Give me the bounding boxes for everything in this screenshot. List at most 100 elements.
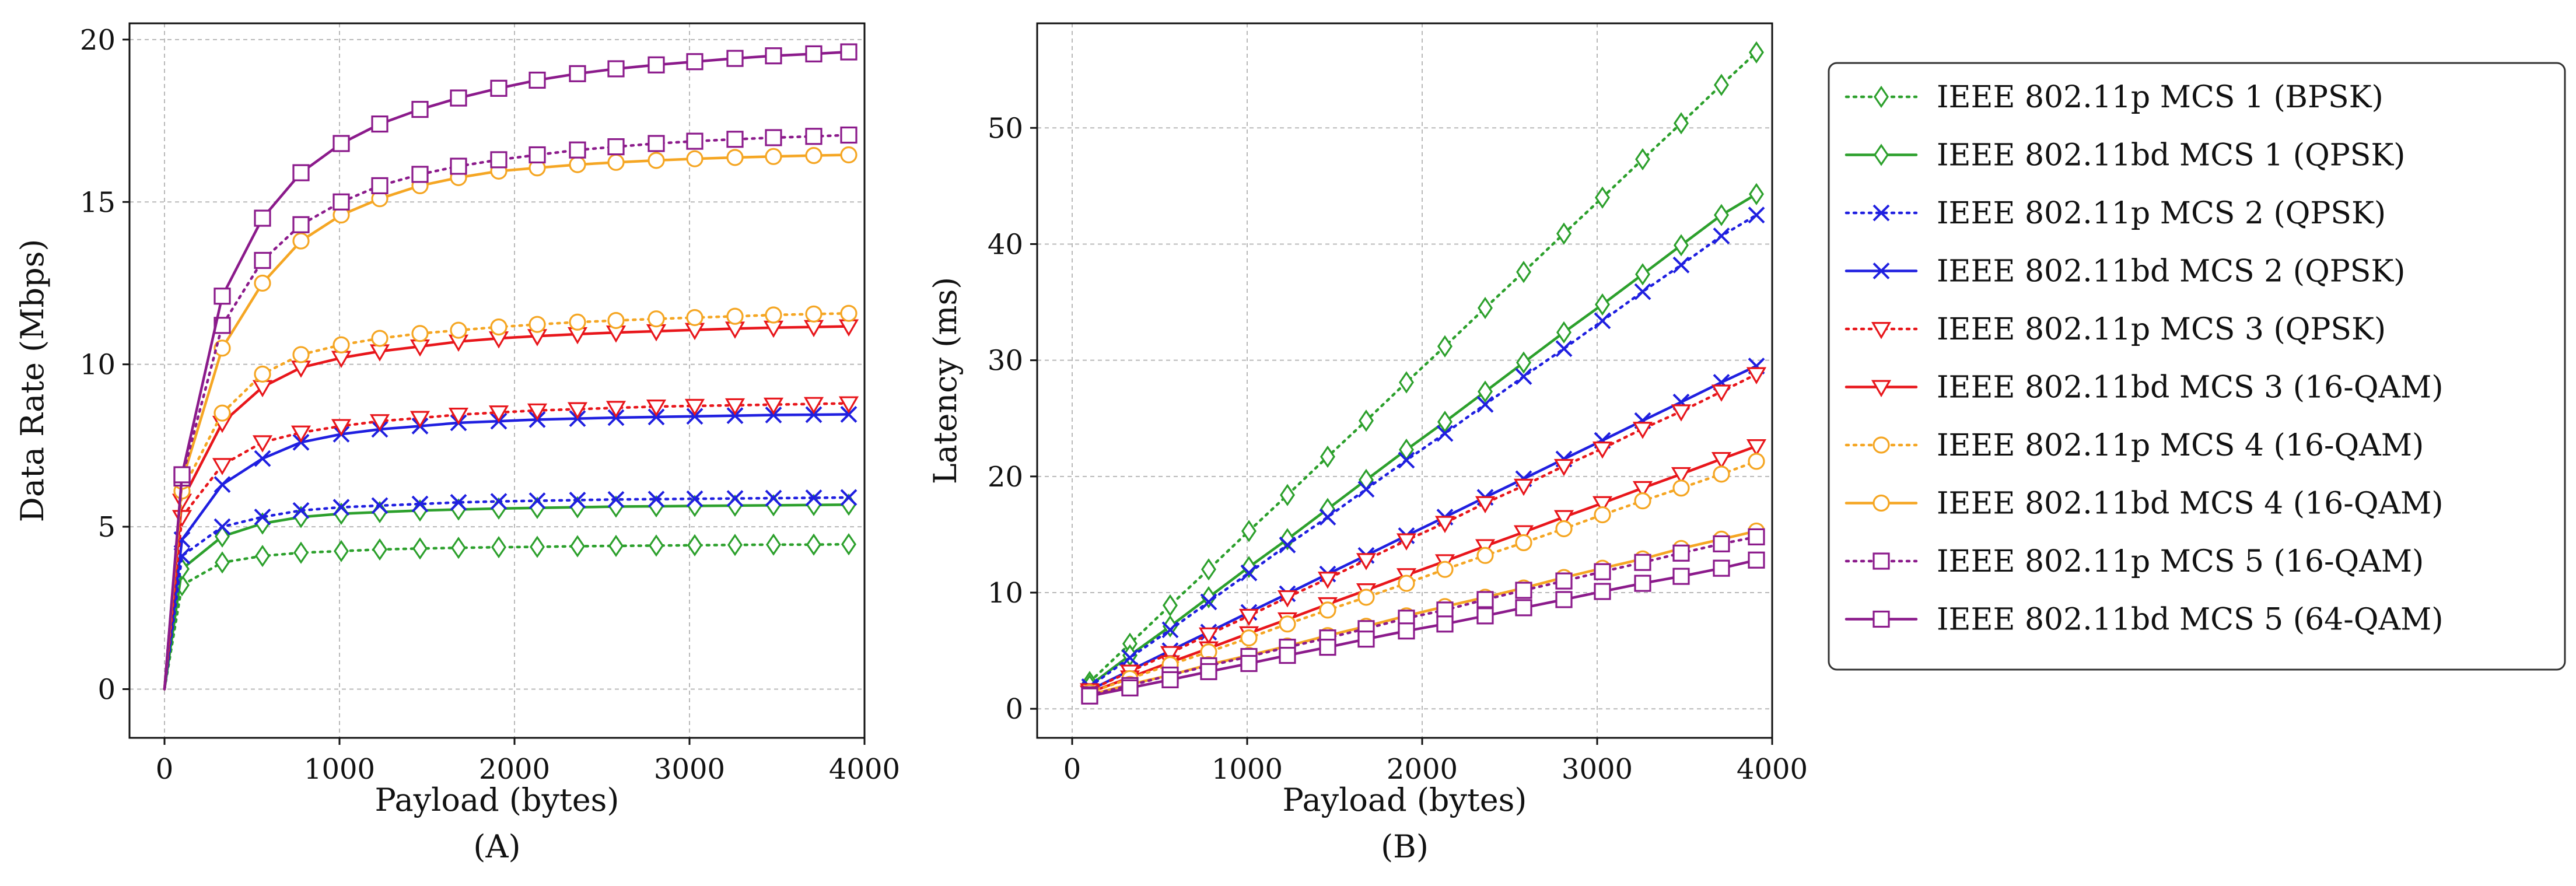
x-tick-label: 3000 (654, 753, 725, 786)
data-point (840, 304, 858, 322)
data-point (1476, 547, 1494, 564)
panel-a-axes-frame (128, 22, 866, 739)
data-point (1553, 458, 1574, 477)
data-point (1746, 367, 1767, 385)
data-point (1198, 627, 1219, 645)
data-point (1279, 536, 1296, 554)
data-point (1359, 409, 1374, 432)
data-point (1277, 590, 1298, 608)
data-point (726, 407, 744, 425)
data-point (290, 360, 312, 378)
legend-label: IEEE 802.11bd MCS 5 (64-QAM) (1937, 603, 2444, 638)
data-point (1320, 445, 1335, 468)
series-line (1088, 558, 1758, 698)
data-point (1748, 206, 1765, 224)
data-point (1280, 528, 1295, 551)
data-point (686, 309, 704, 327)
series-ieee-802-11bd-mcs-1-qpsk (163, 493, 856, 691)
legend-marker (1874, 143, 1889, 166)
data-point (1161, 671, 1179, 689)
data-point (1672, 544, 1690, 562)
data-point (1356, 553, 1377, 570)
data-point (840, 126, 858, 144)
data-point (254, 209, 271, 227)
panel-b-latency-chart: 0 1000 2000 3000 4000 0 10 20 30 40 50 Payload (by… (927, 22, 1808, 865)
data-point (1240, 629, 1258, 647)
data-point (332, 336, 350, 353)
panel-a-series-group (163, 43, 859, 691)
data-point (1436, 561, 1454, 578)
data-point (1238, 608, 1259, 626)
legend-entry: IEEE 802.11bd MCS 5 (64-QAM) (1845, 603, 2444, 638)
data-point (1515, 534, 1532, 551)
data-point (1515, 599, 1532, 617)
data-point (1674, 112, 1689, 135)
data-point (1713, 465, 1730, 483)
series-ieee-802-11bd-mcs-5-64-qam (163, 43, 858, 691)
data-point (805, 305, 822, 323)
data-point (214, 518, 231, 535)
data-point (530, 535, 545, 558)
x-tick-label: 1000 (304, 753, 375, 786)
data-point (686, 132, 704, 150)
data-point (1555, 340, 1573, 358)
data-point (448, 407, 469, 425)
data-point (763, 397, 784, 415)
data-point (1516, 261, 1531, 283)
legend-marker (1874, 85, 1889, 108)
data-point (687, 534, 702, 556)
x-tick-label: 3000 (1562, 753, 1633, 786)
data-point (1595, 293, 1610, 316)
data-point (215, 525, 230, 548)
data-point (1357, 589, 1375, 606)
panel-b-axes-frame (1036, 22, 1773, 739)
data-point (254, 251, 271, 269)
data-point (607, 60, 625, 78)
data-point (726, 131, 744, 148)
series-ieee-802-11bd-mcs-4-16-qam (163, 146, 858, 691)
series-ieee-802-11p-mcs-2-qpsk (1081, 206, 1765, 695)
data-point (1434, 516, 1455, 533)
series-ieee-802-11bd-mcs-3-16-qam (1079, 439, 1767, 703)
data-point (569, 313, 586, 331)
data-point (490, 79, 508, 97)
data-point (1240, 654, 1258, 673)
data-point (766, 533, 781, 556)
data-point (490, 151, 508, 169)
data-point (648, 310, 665, 328)
y-tick-label: 0 (1005, 693, 1023, 726)
data-point (1592, 496, 1613, 514)
data-point (1671, 404, 1692, 422)
data-point (292, 164, 310, 181)
panel-b-series-group (1079, 41, 1767, 705)
legend-label: IEEE 802.11p MCS 1 (BPSK) (1937, 80, 2384, 115)
data-point (1592, 442, 1613, 459)
legend-marker (1873, 494, 1890, 512)
y-tick-label: 30 (988, 345, 1023, 377)
data-point (173, 466, 191, 484)
data-point (1672, 256, 1690, 274)
data-point (1674, 234, 1689, 257)
data-point (648, 56, 665, 73)
data-point (1357, 631, 1375, 648)
data-point (569, 65, 586, 82)
data-point (1711, 451, 1732, 470)
data-point (1746, 439, 1767, 457)
legend-entry: IEEE 802.11bd MCS 2 (QPSK) (1845, 254, 2405, 289)
data-point (334, 540, 349, 562)
legend-box (1828, 62, 2566, 671)
data-point (331, 419, 352, 436)
data-point (765, 306, 782, 324)
data-point (648, 408, 665, 426)
data-point (1635, 148, 1650, 171)
y-tick-label: 20 (80, 24, 116, 57)
data-point (765, 407, 782, 423)
legend-label: IEEE 802.11p MCS 2 (QPSK) (1937, 196, 2386, 231)
data-point (371, 497, 388, 514)
data-point (1634, 492, 1651, 510)
y-tick-label: 50 (988, 112, 1023, 145)
data-point (410, 411, 430, 429)
data-point (1556, 222, 1572, 245)
data-point (527, 403, 548, 421)
data-point (371, 115, 388, 133)
